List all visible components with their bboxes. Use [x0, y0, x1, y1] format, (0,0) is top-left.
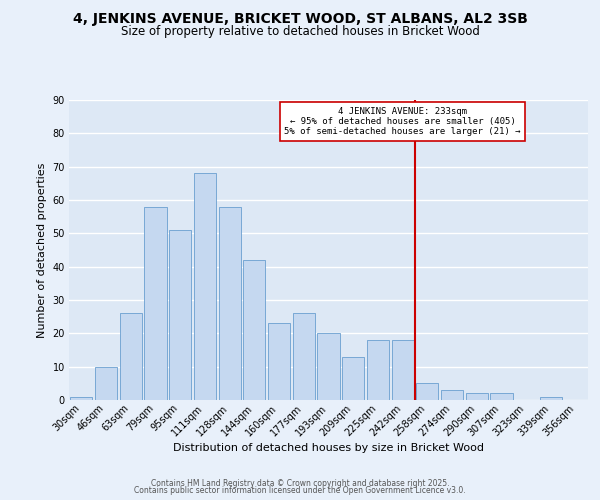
- Bar: [392, 340, 414, 400]
- Bar: [416, 384, 439, 400]
- Text: Size of property relative to detached houses in Bricket Wood: Size of property relative to detached ho…: [121, 25, 479, 38]
- Text: Contains HM Land Registry data © Crown copyright and database right 2025.: Contains HM Land Registry data © Crown c…: [151, 478, 449, 488]
- Text: Contains public sector information licensed under the Open Government Licence v3: Contains public sector information licen…: [134, 486, 466, 495]
- Bar: [367, 340, 389, 400]
- Text: 4, JENKINS AVENUE, BRICKET WOOD, ST ALBANS, AL2 3SB: 4, JENKINS AVENUE, BRICKET WOOD, ST ALBA…: [73, 12, 527, 26]
- Bar: [218, 206, 241, 400]
- Bar: [145, 206, 167, 400]
- Y-axis label: Number of detached properties: Number of detached properties: [37, 162, 47, 338]
- Bar: [490, 394, 512, 400]
- Bar: [441, 390, 463, 400]
- Bar: [95, 366, 117, 400]
- Bar: [70, 396, 92, 400]
- Bar: [119, 314, 142, 400]
- Text: 4 JENKINS AVENUE: 233sqm
← 95% of detached houses are smaller (405)
5% of semi-d: 4 JENKINS AVENUE: 233sqm ← 95% of detach…: [284, 106, 521, 136]
- Bar: [268, 324, 290, 400]
- Bar: [169, 230, 191, 400]
- Bar: [194, 174, 216, 400]
- Bar: [342, 356, 364, 400]
- Bar: [293, 314, 315, 400]
- Bar: [540, 396, 562, 400]
- X-axis label: Distribution of detached houses by size in Bricket Wood: Distribution of detached houses by size …: [173, 444, 484, 454]
- Bar: [317, 334, 340, 400]
- Bar: [466, 394, 488, 400]
- Bar: [243, 260, 265, 400]
